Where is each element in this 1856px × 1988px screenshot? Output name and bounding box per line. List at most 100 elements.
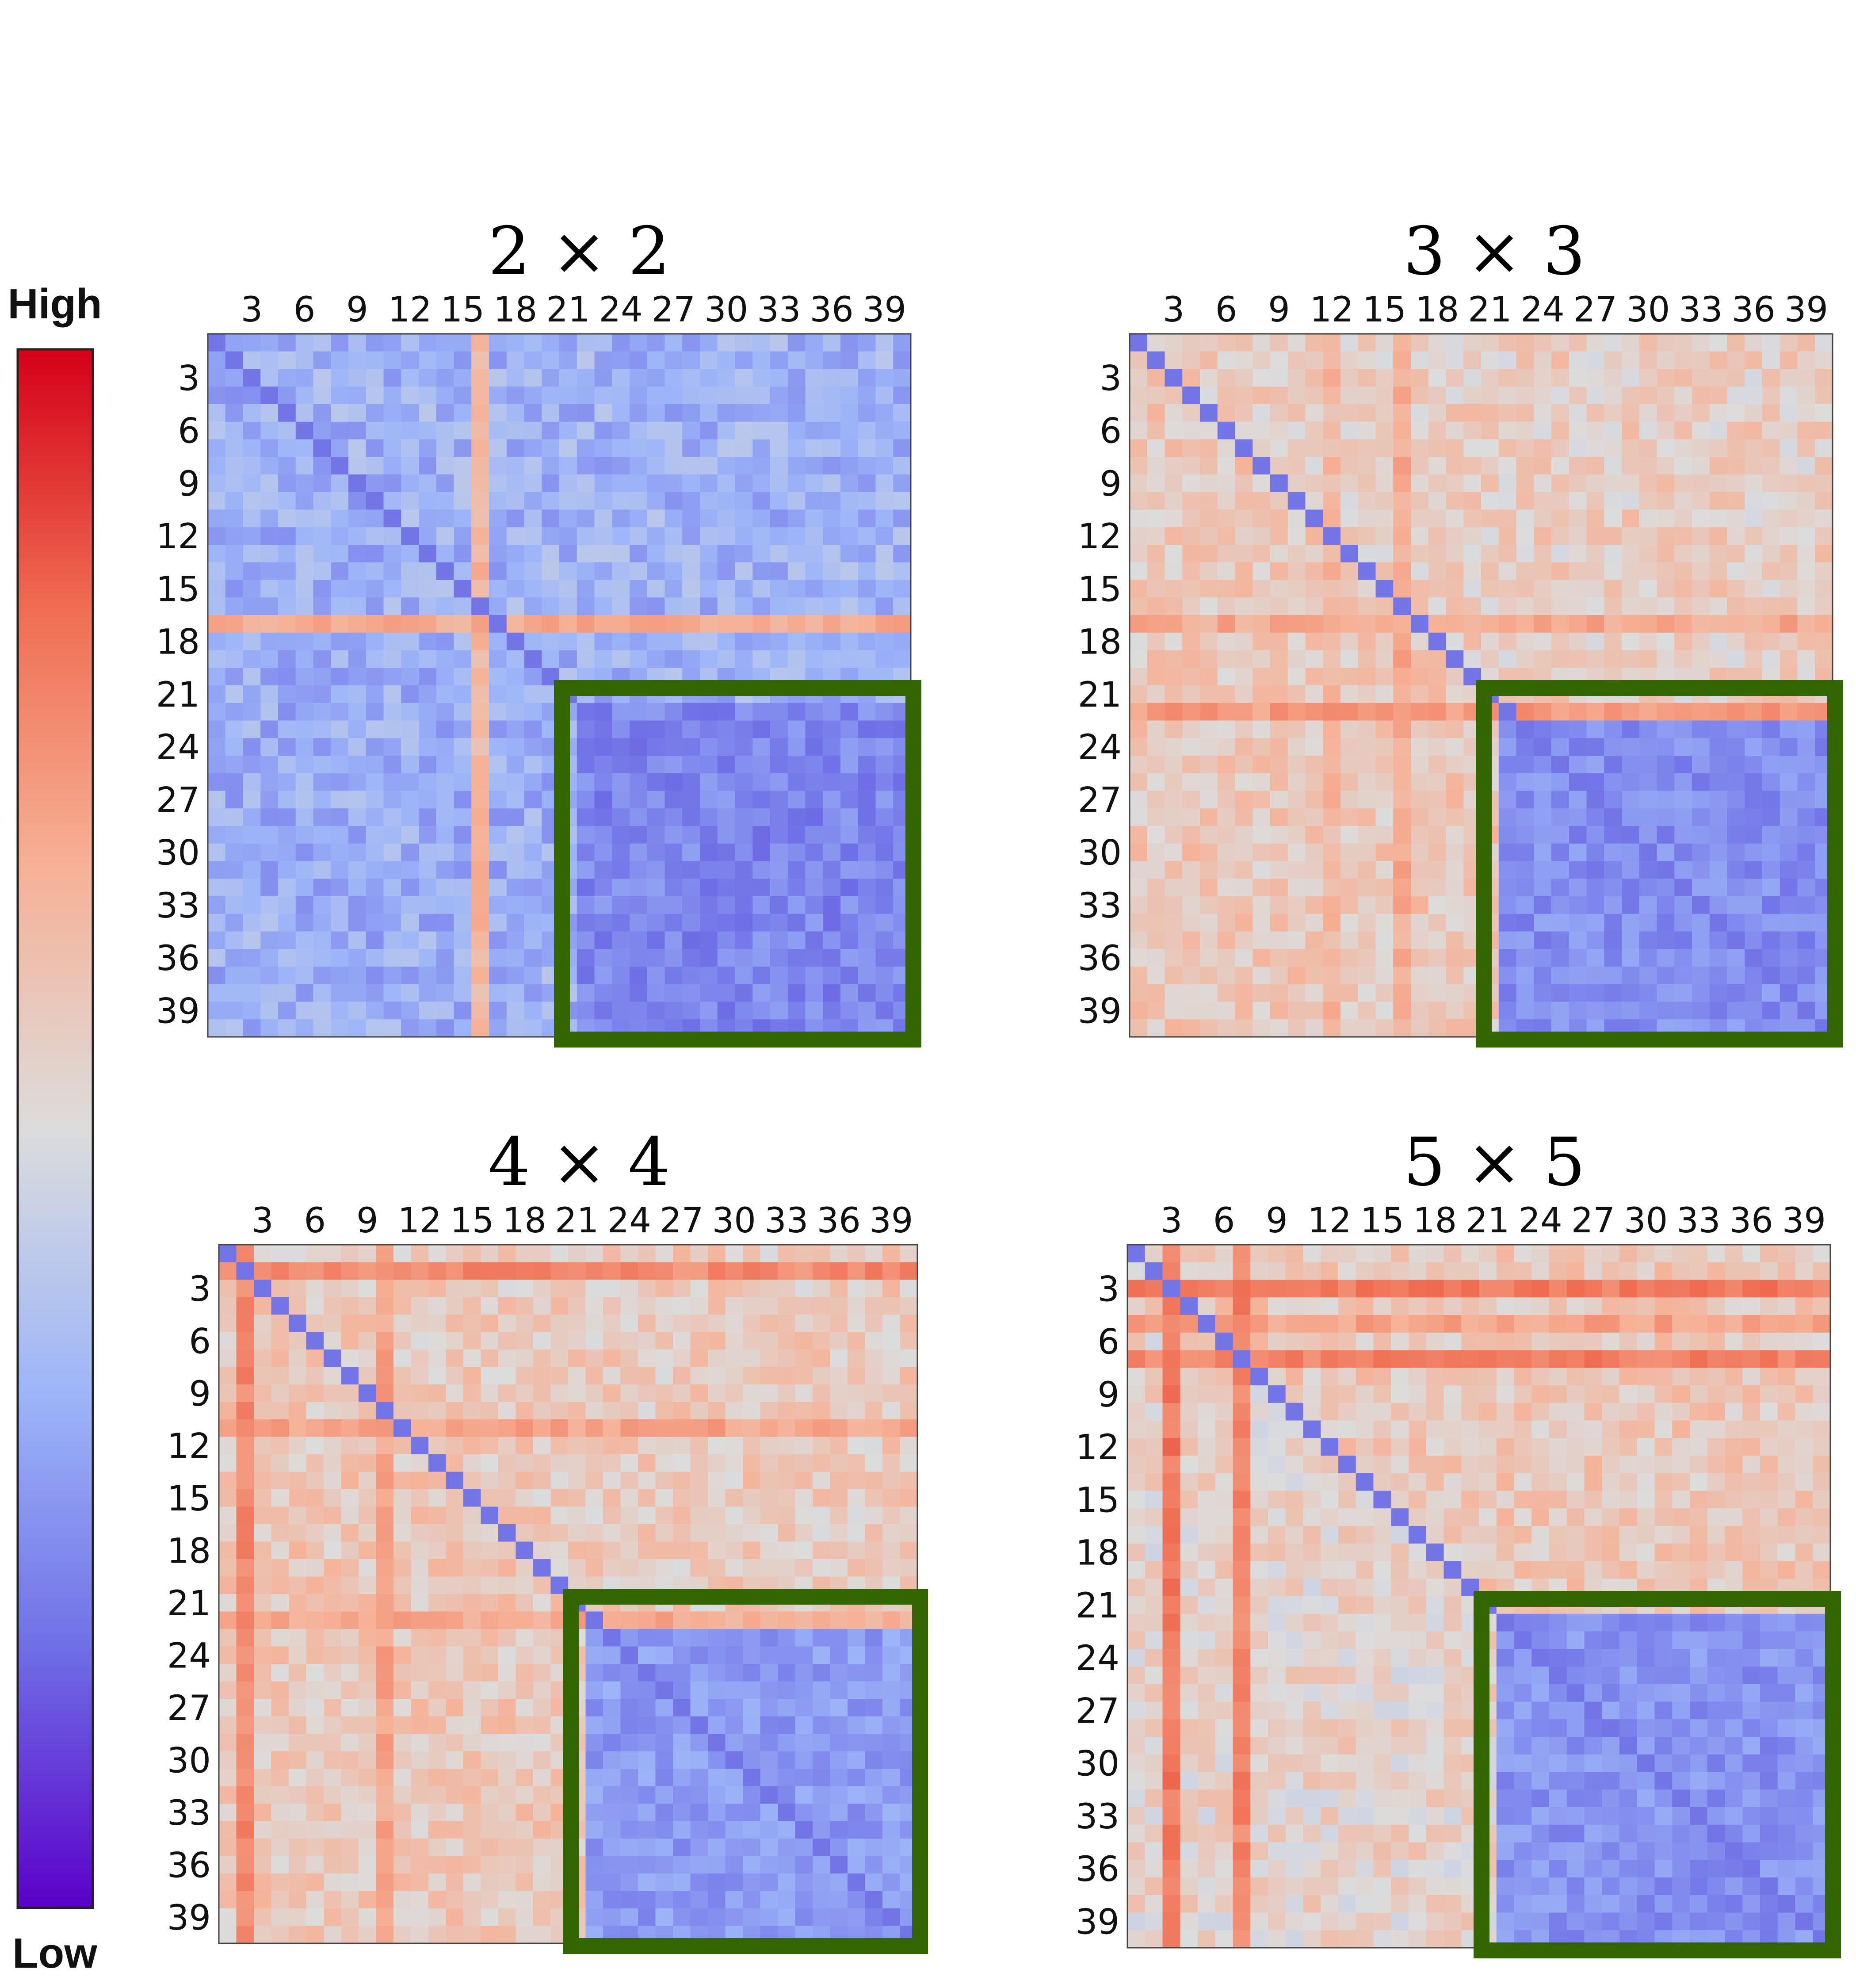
- heatmap-cell: [489, 334, 507, 352]
- heatmap-cell: [506, 826, 525, 844]
- heatmap-cell: [1762, 650, 1780, 668]
- heatmap-cell: [1727, 896, 1745, 914]
- heatmap-cell: [1323, 369, 1341, 387]
- heatmap-cell: [1200, 931, 1218, 949]
- heatmap-cell: [428, 1419, 447, 1437]
- heatmap-cell: [647, 597, 665, 616]
- heatmap-cell: [1393, 949, 1411, 967]
- heatmap-cell: [260, 369, 279, 387]
- heatmap-cell: [1481, 474, 1499, 493]
- heatmap-cell: [463, 1489, 481, 1507]
- heatmap-cell: [219, 1786, 237, 1804]
- heatmap-cell: [313, 334, 331, 352]
- heatmap-cell: [348, 791, 367, 809]
- heatmap-cell: [498, 1734, 516, 1752]
- y-tick-label: 12: [156, 517, 200, 557]
- heatmap-cell: [359, 1734, 377, 1752]
- heatmap-cell: [805, 738, 823, 756]
- heatmap-cell: [1551, 386, 1570, 405]
- heatmap-cell: [324, 1611, 342, 1629]
- heatmap-cell: [446, 1681, 464, 1699]
- heatmap-cell: [647, 527, 665, 545]
- heatmap-cell: [1534, 720, 1552, 738]
- heatmap-cell: [1340, 967, 1359, 985]
- heatmap-cell: [1130, 756, 1148, 774]
- heatmap-cell: [289, 1646, 307, 1664]
- heatmap-cell: [1762, 738, 1780, 756]
- heatmap-cell: [830, 1350, 848, 1368]
- heatmap-cell: [428, 1350, 447, 1368]
- heatmap-cell: [1639, 457, 1657, 475]
- heatmap-cell: [1657, 879, 1675, 897]
- heatmap-cell: [647, 650, 665, 668]
- heatmap-cell: [1321, 1262, 1339, 1281]
- heatmap-cell: [1340, 351, 1359, 370]
- y-tick-label: 39: [156, 991, 200, 1031]
- heatmap-cell: [225, 545, 244, 563]
- heatmap-cell: [1182, 808, 1200, 826]
- heatmap-cell: [1516, 720, 1534, 738]
- heatmap-cell: [823, 632, 841, 651]
- heatmap-cell: [260, 931, 279, 949]
- x-tick-label: 36: [1731, 290, 1775, 330]
- heatmap-cell: [1426, 1262, 1444, 1281]
- heatmap-cell: [1130, 615, 1148, 633]
- heatmap-cell: [331, 826, 349, 844]
- heatmap-cell: [1323, 668, 1341, 686]
- heatmap-cell: [359, 1821, 377, 1839]
- heatmap-cell: [1287, 896, 1306, 914]
- heatmap-cell: [1323, 632, 1341, 651]
- heatmap-cell: [1393, 931, 1411, 949]
- heatmap-cell: [1130, 474, 1148, 493]
- heatmap-cell: [359, 1419, 377, 1437]
- heatmap-cell: [1147, 861, 1165, 879]
- heatmap-cell: [735, 509, 753, 528]
- heatmap-cell: [682, 421, 700, 440]
- heatmap-cell: [260, 967, 279, 985]
- heatmap-cell: [1481, 632, 1499, 651]
- heatmap-cell: [1305, 896, 1323, 914]
- heatmap-cell: [506, 1002, 525, 1020]
- heatmap-cell: [1569, 580, 1587, 598]
- heatmap-cell: [481, 1454, 499, 1472]
- heatmap-cell: [655, 1262, 673, 1280]
- heatmap-cell: [1534, 914, 1552, 932]
- heatmap-cell: [1622, 967, 1640, 985]
- heatmap-cell: [1165, 931, 1183, 949]
- heatmap-cell: [271, 1437, 289, 1455]
- heatmap-cell: [1233, 1245, 1251, 1263]
- heatmap-title: 4 × 4: [488, 1124, 670, 1201]
- heatmap-cell: [690, 1297, 708, 1315]
- heatmap-cell: [700, 967, 718, 985]
- heatmap-cell: [383, 492, 401, 510]
- heatmap-cell: [813, 1839, 831, 1857]
- heatmap-cell: [577, 843, 595, 862]
- heatmap-cell: [770, 351, 788, 370]
- heatmap-cell: [795, 1559, 813, 1577]
- heatmap-cell: [577, 439, 595, 457]
- heatmap-cell: [419, 685, 437, 703]
- heatmap-cell: [1622, 738, 1640, 756]
- heatmap-cell: [331, 756, 349, 774]
- heatmap-cell: [682, 896, 700, 914]
- heatmap-cell: [1147, 632, 1165, 651]
- heatmap-cell: [225, 791, 244, 809]
- heatmap-cell: [1165, 421, 1183, 440]
- heatmap-cell: [436, 914, 454, 932]
- heatmap-cell: [1375, 879, 1394, 897]
- x-tick-label: 9: [1268, 290, 1290, 330]
- heatmap-cell: [1270, 474, 1288, 493]
- heatmap-cell: [1815, 615, 1833, 633]
- heatmap-cell: [376, 1926, 394, 1944]
- heatmap-cell: [735, 861, 753, 879]
- heatmap-cell: [524, 562, 542, 581]
- heatmap-cell: [1797, 826, 1815, 844]
- heatmap-title: 3 × 3: [1403, 213, 1585, 290]
- heatmap-cell: [752, 562, 771, 581]
- heatmap-cell: [428, 1926, 447, 1944]
- heatmap-cell: [1692, 738, 1710, 756]
- heatmap-cell: [787, 421, 806, 440]
- heatmap-cell: [341, 1367, 359, 1385]
- heatmap-cell: [1217, 492, 1236, 510]
- heatmap-cell: [1130, 369, 1148, 387]
